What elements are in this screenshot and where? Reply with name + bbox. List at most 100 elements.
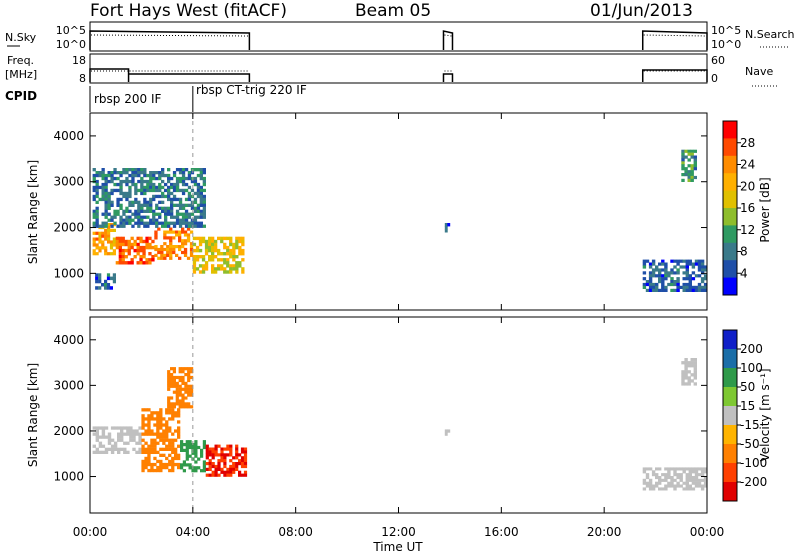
power-cell [140, 215, 144, 219]
velocity-cell [159, 423, 163, 427]
power-cell [238, 239, 242, 244]
power-cell [658, 288, 662, 292]
power-cell [101, 168, 105, 172]
power-cell [149, 203, 153, 207]
power-cell [131, 171, 135, 175]
velocity-cell [113, 444, 118, 448]
velocity-cell [150, 417, 154, 421]
velocity-cell [144, 432, 148, 436]
power-cell [158, 206, 162, 210]
velocity-cell [167, 375, 171, 380]
velocity-cell [690, 373, 694, 377]
power-cell [193, 197, 198, 202]
power-cell [214, 270, 218, 274]
power-cell [187, 185, 192, 190]
velocity-cell [138, 441, 142, 445]
power-cell [104, 197, 108, 202]
power-cell [110, 171, 114, 175]
velocity-cell [156, 420, 160, 424]
velocity-cell [687, 376, 691, 380]
power-cell [163, 247, 167, 252]
power-cell [151, 239, 155, 244]
velocity-cell [141, 462, 145, 467]
power-cell [119, 173, 123, 178]
velocity-cell [191, 451, 195, 455]
velocity-cell [655, 473, 659, 477]
power-cell [146, 215, 150, 219]
power-cell [107, 225, 111, 230]
power-cell [92, 224, 96, 228]
power-cell [655, 285, 659, 289]
power-cell [116, 182, 120, 187]
power-cell [152, 171, 156, 175]
power-cell [661, 268, 665, 272]
power-cell [226, 258, 230, 262]
velocity-cell [651, 484, 656, 488]
velocity-cell [661, 478, 665, 482]
power-cell [119, 224, 123, 228]
velocity-cell [165, 447, 169, 451]
velocity-cell [171, 438, 175, 442]
power-cell [122, 224, 126, 228]
power-cell [104, 203, 108, 207]
power-cell [670, 280, 674, 284]
nsky-frame [89, 21, 708, 52]
power-cell [109, 286, 113, 290]
power-cell [125, 206, 129, 210]
power-ytick-label: 4000 [53, 129, 84, 143]
power-cell [140, 182, 144, 187]
power-cell [170, 206, 174, 210]
power-colorbar-swatch [723, 242, 737, 261]
power-cell [113, 221, 117, 225]
power-cell [92, 185, 96, 190]
power-cell [130, 236, 134, 241]
power-cell [125, 215, 129, 219]
power-cell [181, 250, 185, 255]
velocity-cell [703, 484, 708, 488]
velocity-cell [211, 470, 215, 474]
velocity-cell [98, 450, 103, 454]
power-cell [187, 173, 192, 178]
power-cell [152, 215, 156, 219]
power-cell [155, 176, 159, 181]
power-cell [107, 203, 111, 207]
velocity-cell [178, 378, 182, 383]
power-cell [98, 237, 102, 241]
velocity-cell [92, 426, 96, 430]
power-cell [115, 239, 119, 244]
velocity-cell [110, 438, 115, 442]
power-cell [214, 242, 218, 247]
power-cell [211, 267, 215, 271]
power-cell [131, 176, 135, 181]
velocity-cell [200, 454, 204, 458]
velocity-cell [165, 423, 169, 427]
power-cell [199, 221, 203, 225]
power-cell [137, 221, 141, 225]
power-cell [178, 230, 182, 234]
power-cell [183, 239, 188, 243]
power-cell [128, 188, 132, 193]
velocity-cell [208, 464, 212, 469]
power-cell [133, 239, 137, 244]
velocity-cell [126, 426, 130, 430]
velocity-cell [177, 432, 181, 436]
power-cell [175, 179, 180, 184]
power-cell [190, 212, 195, 216]
power-cell [166, 230, 170, 234]
power-cell [235, 270, 239, 274]
velocity-colorbar-swatch [723, 330, 737, 350]
power-cell [110, 200, 114, 204]
velocity-cell [174, 453, 178, 457]
power-cell [681, 155, 685, 159]
velocity-cell [168, 438, 172, 442]
power-cell [682, 282, 686, 287]
velocity-cell [147, 417, 151, 421]
power-cell [193, 200, 198, 204]
power-cell [130, 258, 134, 262]
velocity-cell [138, 426, 142, 430]
velocity-cell [185, 440, 189, 444]
velocity-cell [240, 462, 245, 466]
velocity-cell [184, 373, 188, 377]
power-cell [166, 236, 170, 240]
